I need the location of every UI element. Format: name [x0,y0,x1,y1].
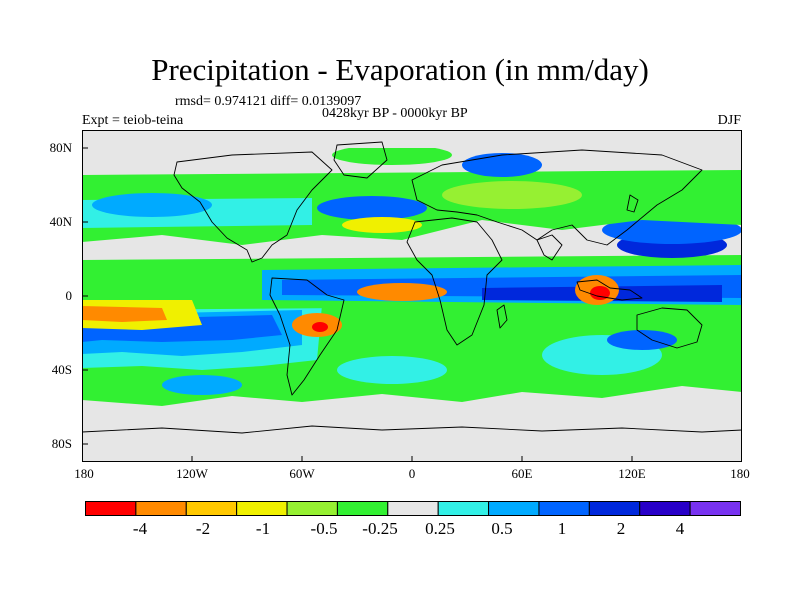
field-south-lightblue2 [162,375,242,395]
colorbar-label: -1 [255,519,271,538]
field-eurasia-green [442,181,582,209]
x-tick-label: 180 [730,466,750,481]
coast-australia [636,307,703,349]
colorbar-box [85,501,137,516]
y-tick-label: 40S [51,362,72,377]
x-tick-label: 120E [618,466,646,481]
coast-south-america [269,277,345,396]
colorbar-box [538,501,590,516]
colorbar-box [336,501,389,516]
colorbar-box [286,501,338,516]
coast-japan [626,194,639,213]
coastlines [82,141,742,434]
colorbar-box [135,501,187,516]
x-tick-label: 60E [511,466,533,481]
field-north-pacific-blue [92,193,212,217]
colorbar-box [689,501,741,516]
colorbar-label: 0.5 [491,519,513,538]
colorbar-label: -4 [132,519,148,538]
colorbar-label: 2 [616,519,626,538]
colorbar-box [387,501,439,516]
x-tick-label: 120W [176,466,208,481]
coast-north-america [173,151,333,263]
y-tick-label: 80N [49,140,72,155]
tick-marks [82,147,633,462]
field-south-pacific-orange [82,306,167,322]
coast-greenland [333,141,388,179]
season-label: DJF [717,113,741,128]
field-south-blue2 [607,330,677,350]
coast-madagascar [496,304,508,329]
coast-indonesia [576,279,643,301]
coast-europe-asia [411,149,703,246]
colorbar-box [639,501,691,516]
coast-antarctica [82,425,742,434]
coast-india [536,234,563,261]
colorbar [85,501,741,516]
colorbar-box [588,501,641,516]
field-indonesia-red [590,286,610,300]
colorbar-box [236,501,288,516]
x-tick-label: 0 [408,466,416,481]
x-tick-label: 60W [289,466,315,481]
field-north-atlantic-yellow [342,217,422,233]
field-antarctic-gray [82,415,742,462]
colorbar-label: 1 [557,519,567,538]
period-line: 0428kyr BP - 0000kyr BP [322,106,468,121]
x-tick-label: 180 [74,466,94,481]
field-arctic-green [332,145,452,165]
colorbar-box [437,501,490,516]
colorbar-label: 4 [675,519,685,538]
y-tick-label: 80S [51,436,72,451]
field-south-atlantic-cyan [337,356,447,384]
field-atlantic-orange [357,283,447,301]
plot-title: Precipitation - Evaporation (in mm/day) [151,52,649,87]
field-arctic-blue [462,153,542,177]
coast-africa [406,217,503,346]
y-tick-label: 0 [65,288,73,303]
y-tick-label: 40N [49,214,72,229]
colorbar-label: -0.25 [362,519,398,538]
colorbar-label: -0.5 [310,519,338,538]
colorbar-box [185,501,238,516]
colorbar-label: 0.25 [425,519,455,538]
colorbar-label: -2 [195,519,211,538]
experiment-label: Expt = teiob-teina [82,113,184,128]
world-map [82,130,742,462]
colorbar-box [488,501,540,516]
field-polar-gray [82,130,742,148]
stats-line: rmsd= 0.974121 diff= 0.0139097 [175,94,362,109]
field-north-atlantic-blue [317,196,427,220]
field-brazil-red [312,322,328,332]
